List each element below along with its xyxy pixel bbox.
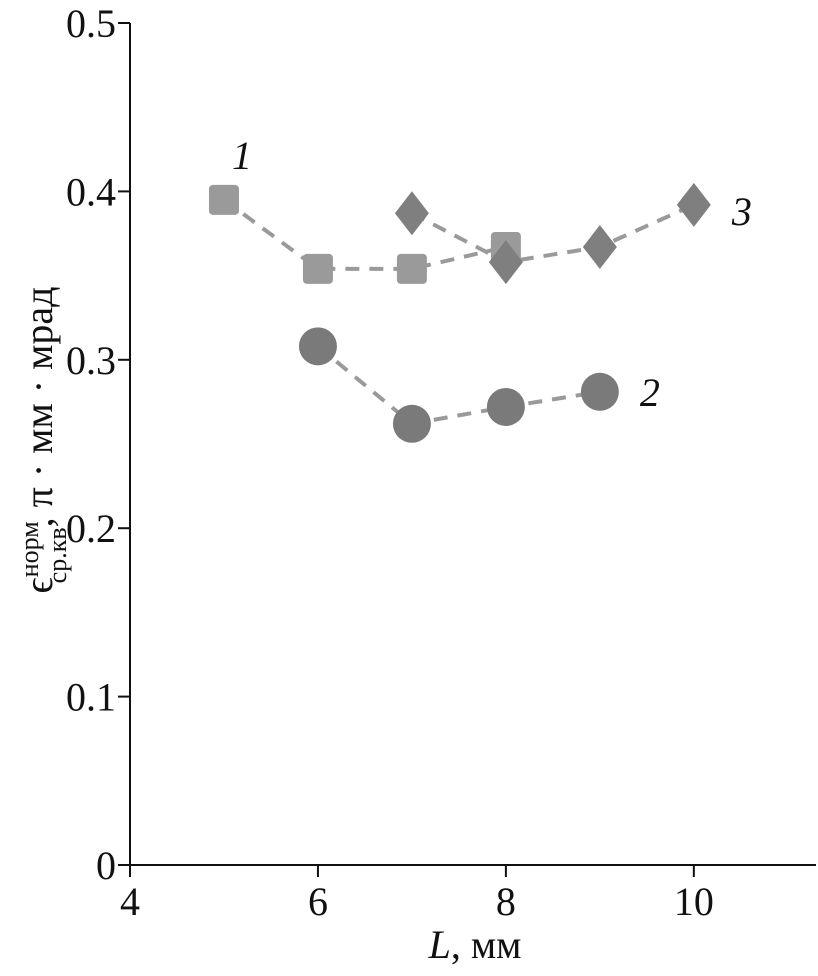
data-point: [582, 224, 617, 269]
y-label-unit: , π · мм · мрад: [16, 286, 61, 527]
y-tick-label: 0.3: [66, 338, 116, 383]
data-point: [396, 253, 427, 284]
x-label-symbol: L: [428, 922, 451, 967]
data-point: [486, 387, 525, 426]
x-tick-label: 10: [674, 879, 714, 924]
x-tick-label: 8: [496, 879, 516, 924]
x-tick-label: 4: [120, 879, 140, 924]
x-tick-label: 6: [308, 879, 328, 924]
series-line: [222, 198, 507, 271]
data-point: [302, 253, 333, 284]
y-label-subscript: ср.кв: [43, 527, 72, 583]
data-point: [208, 184, 239, 215]
x-axis-label: L, мм: [428, 922, 522, 967]
series-label: 1: [232, 133, 252, 178]
data-point: [392, 404, 431, 443]
y-label-superscript: норм: [15, 521, 44, 577]
y-tick-label: 0.4: [66, 169, 116, 214]
series-line: [316, 344, 601, 426]
series-label: 3: [731, 189, 752, 234]
data-point: [580, 372, 619, 411]
data-point: [676, 182, 711, 227]
y-tick-label: 0.5: [66, 1, 116, 46]
series-line: [410, 203, 695, 265]
y-axis-label: ϵнормср.кв, π · мм · мрад: [15, 286, 72, 593]
data-point: [488, 240, 523, 285]
y-label-symbol: ϵ: [16, 577, 61, 593]
y-tick-label: 0.2: [66, 506, 116, 551]
data-point: [298, 327, 337, 366]
y-tick-label: 0.1: [66, 675, 116, 720]
data-point: [394, 191, 429, 236]
series-label: 2: [640, 370, 660, 415]
y-tick-label: 0: [96, 843, 116, 888]
x-label-unit: , мм: [451, 922, 522, 967]
